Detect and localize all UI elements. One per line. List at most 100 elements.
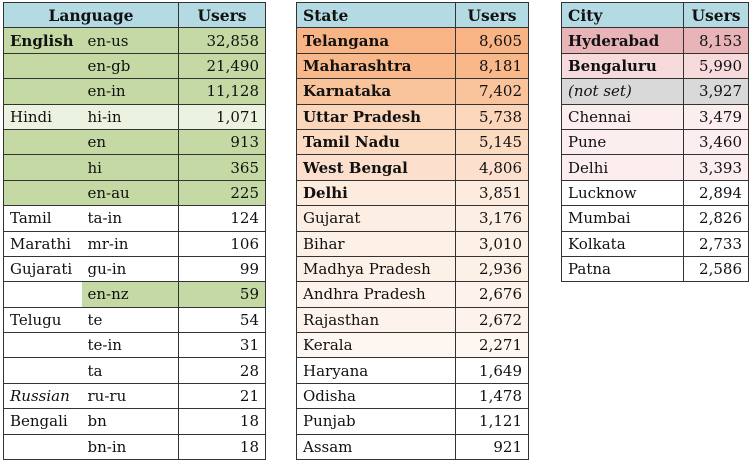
city-name: Chennai <box>561 103 684 130</box>
users-count: 2,672 <box>455 306 529 334</box>
language-name <box>3 52 82 80</box>
table-row: Hyderabad 8,153 <box>561 27 749 54</box>
state-name: Haryana <box>296 357 456 384</box>
state-header-row: State Users <box>296 1 529 29</box>
users-count: 2,894 <box>683 179 749 207</box>
state-name: Telangana <box>296 27 456 54</box>
users-count: 8,181 <box>455 52 529 80</box>
users-count: 124 <box>178 205 266 232</box>
state-table: State Users Telangana 8,605 Maharashtra 8,1… <box>296 1 529 461</box>
table-row: Kolkata 2,733 <box>561 230 749 257</box>
users-count: 365 <box>178 154 266 181</box>
table-row: Rajasthan 2,672 <box>296 306 529 334</box>
city-column-header: City <box>561 1 684 29</box>
users-count: 2,733 <box>683 230 749 257</box>
table-row: Gujarat 3,176 <box>296 205 529 232</box>
users-count: 8,153 <box>683 27 749 54</box>
users-count: 5,990 <box>683 52 749 80</box>
language-code: en-nz <box>81 281 179 308</box>
users-count: 2,676 <box>455 281 529 308</box>
language-code: te <box>81 306 179 334</box>
state-name: Assam <box>296 433 456 461</box>
table-row: en-au 225 <box>3 179 266 207</box>
table-row: ta 28 <box>3 357 266 384</box>
language-code: en-us <box>81 27 179 54</box>
state-name: Tamil Nadu <box>296 128 456 156</box>
language-name: Russian <box>3 382 82 410</box>
language-code: en <box>81 128 179 156</box>
language-code: en-au <box>81 179 179 207</box>
language-code: ta-in <box>81 205 179 232</box>
users-count: 1,071 <box>178 103 266 130</box>
users-count: 4,806 <box>455 154 529 181</box>
city-name: Patna <box>561 255 684 283</box>
users-count: 31 <box>178 332 266 359</box>
language-name <box>3 281 82 308</box>
city-name: Bengaluru <box>561 52 684 80</box>
table-row: Andhra Pradesh 2,676 <box>296 281 529 308</box>
language-code: en-gb <box>81 52 179 80</box>
language-code: ru-ru <box>81 382 179 410</box>
state-name: Delhi <box>296 179 456 207</box>
table-row: Kerala 2,271 <box>296 332 529 359</box>
state-name: Karnataka <box>296 78 456 105</box>
users-count: 913 <box>178 128 266 156</box>
table-row: West Bengal 4,806 <box>296 154 529 181</box>
table-row: en-gb 21,490 <box>3 52 266 80</box>
language-name <box>3 154 82 181</box>
table-row: en-nz 59 <box>3 281 266 308</box>
users-count: 2,586 <box>683 255 749 283</box>
users-count: 21,490 <box>178 52 266 80</box>
table-row: Delhi 3,393 <box>561 154 749 181</box>
users-count: 106 <box>178 230 266 257</box>
state-name: Madhya Pradesh <box>296 255 456 283</box>
table-row: Bengali bn 18 <box>3 408 266 435</box>
language-name: Gujarati <box>3 255 82 283</box>
users-count: 5,145 <box>455 128 529 156</box>
language-code: bn <box>81 408 179 435</box>
table-row: Uttar Pradesh 5,738 <box>296 103 529 130</box>
users-count: 1,121 <box>455 408 529 435</box>
users-count: 1,649 <box>455 357 529 384</box>
table-row: Chennai 3,479 <box>561 103 749 130</box>
table-row: Telugu te 54 <box>3 306 266 334</box>
language-name <box>3 332 82 359</box>
users-count: 54 <box>178 306 266 334</box>
users-count: 28 <box>178 357 266 384</box>
language-code: en-in <box>81 78 179 105</box>
table-row: Tamil Nadu 5,145 <box>296 128 529 156</box>
language-header-row: Language Users <box>3 1 266 29</box>
users-count: 921 <box>455 433 529 461</box>
table-row: Punjab 1,121 <box>296 408 529 435</box>
city-name: (not set) <box>561 78 684 105</box>
table-row: (not set) 3,927 <box>561 78 749 105</box>
users-count: 18 <box>178 408 266 435</box>
language-name <box>3 357 82 384</box>
city-table: City Users Hyderabad 8,153 Bengaluru 5,990(… <box>561 1 749 283</box>
table-row: en 913 <box>3 128 266 156</box>
users-count: 21 <box>178 382 266 410</box>
language-code: mr-in <box>81 230 179 257</box>
state-name: Kerala <box>296 332 456 359</box>
table-row: Delhi 3,851 <box>296 179 529 207</box>
table-row: Telangana 8,605 <box>296 27 529 54</box>
users-count: 2,271 <box>455 332 529 359</box>
city-name: Pune <box>561 128 684 156</box>
city-header-row: City Users <box>561 1 749 29</box>
table-row: Mumbai 2,826 <box>561 205 749 232</box>
users-count: 32,858 <box>178 27 266 54</box>
table-row: te-in 31 <box>3 332 266 359</box>
users-count: 3,010 <box>455 230 529 257</box>
users-count: 8,605 <box>455 27 529 54</box>
language-column-header: Language <box>3 1 179 29</box>
city-name: Mumbai <box>561 205 684 232</box>
table-row: Bengaluru 5,990 <box>561 52 749 80</box>
city-name: Kolkata <box>561 230 684 257</box>
table-row: Hindi hi-in 1,071 <box>3 103 266 130</box>
city-name: Lucknow <box>561 179 684 207</box>
users-count: 11,128 <box>178 78 266 105</box>
users-column-header: Users <box>178 1 266 29</box>
table-row: Odisha 1,478 <box>296 382 529 410</box>
city-name: Hyderabad <box>561 27 684 54</box>
table-row: Patna 2,586 <box>561 255 749 283</box>
